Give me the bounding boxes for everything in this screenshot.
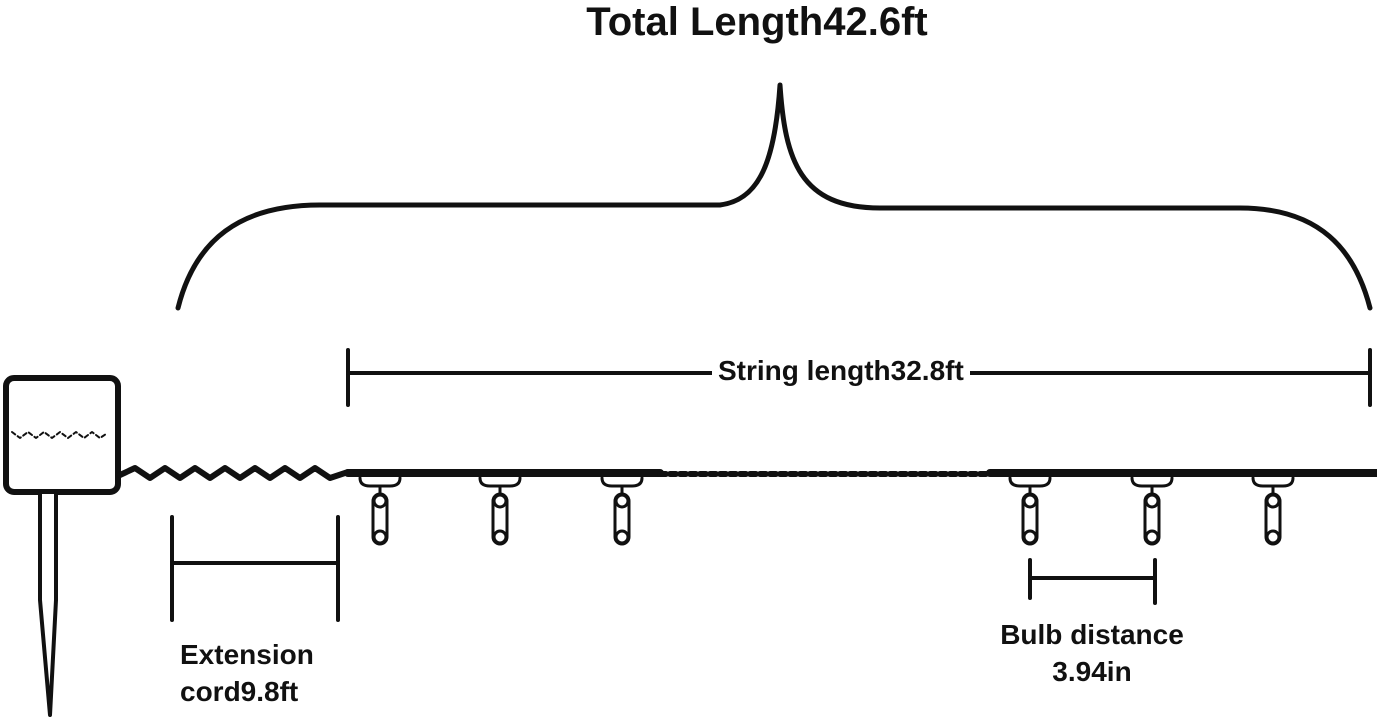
total-length-brace (175, 82, 1373, 311)
bulb-icon (1130, 476, 1174, 546)
bulb-label-line1: Bulb distance (1000, 619, 1184, 650)
ground-stake-icon (38, 492, 58, 717)
extension-cord-label: Extension cord9.8ft (180, 636, 314, 710)
bulb-distance-label: Bulb distance 3.94in (972, 616, 1212, 690)
extension-label-line2: cord9.8ft (180, 676, 299, 707)
bulb-label-line2: 3.94in (1052, 656, 1132, 687)
bulb-icon (1008, 476, 1052, 546)
bulb-icon (478, 476, 522, 546)
string-length-label: String length32.8ft (712, 355, 970, 387)
bulb-distance-bracket (1028, 558, 1157, 605)
bulb-icon (1251, 476, 1295, 546)
extension-cord (117, 465, 351, 481)
solar-panel-icon (3, 375, 121, 495)
bulb-icon (358, 476, 402, 546)
extension-label-line1: Extension (180, 639, 314, 670)
bulb-icon (600, 476, 644, 546)
total-length-title: Total Length42.6ft (586, 0, 928, 44)
extension-bracket (170, 515, 340, 622)
